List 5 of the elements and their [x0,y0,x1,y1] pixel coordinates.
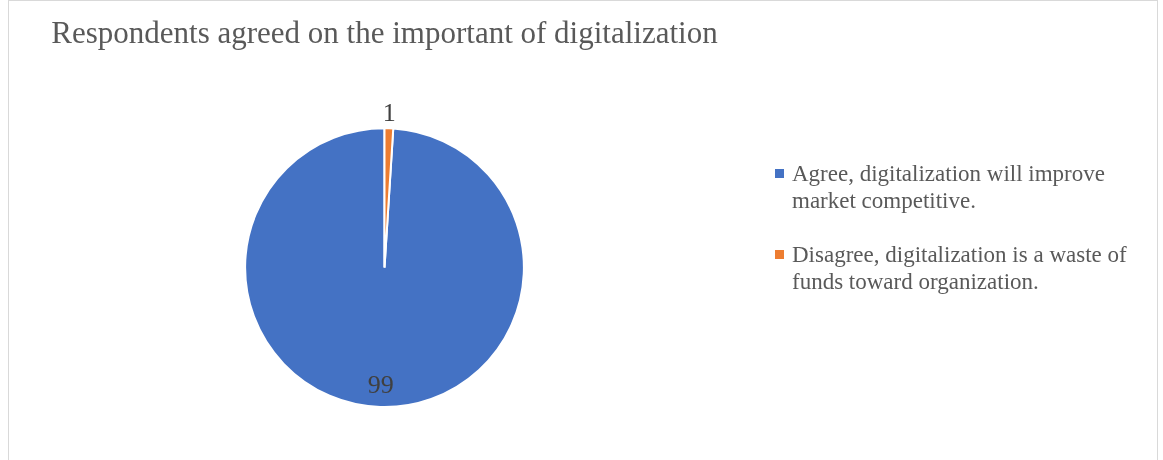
legend-label: Agree, digitalization will improve market competitive. [792,160,1106,214]
data-label: 99 [367,369,394,399]
data-label: 1 [382,98,396,128]
chart-title: Respondents agreed on the important of digitalization [51,14,719,50]
legend-label: Disagree, digitalization is a waste of funds toward organization. [792,241,1128,295]
